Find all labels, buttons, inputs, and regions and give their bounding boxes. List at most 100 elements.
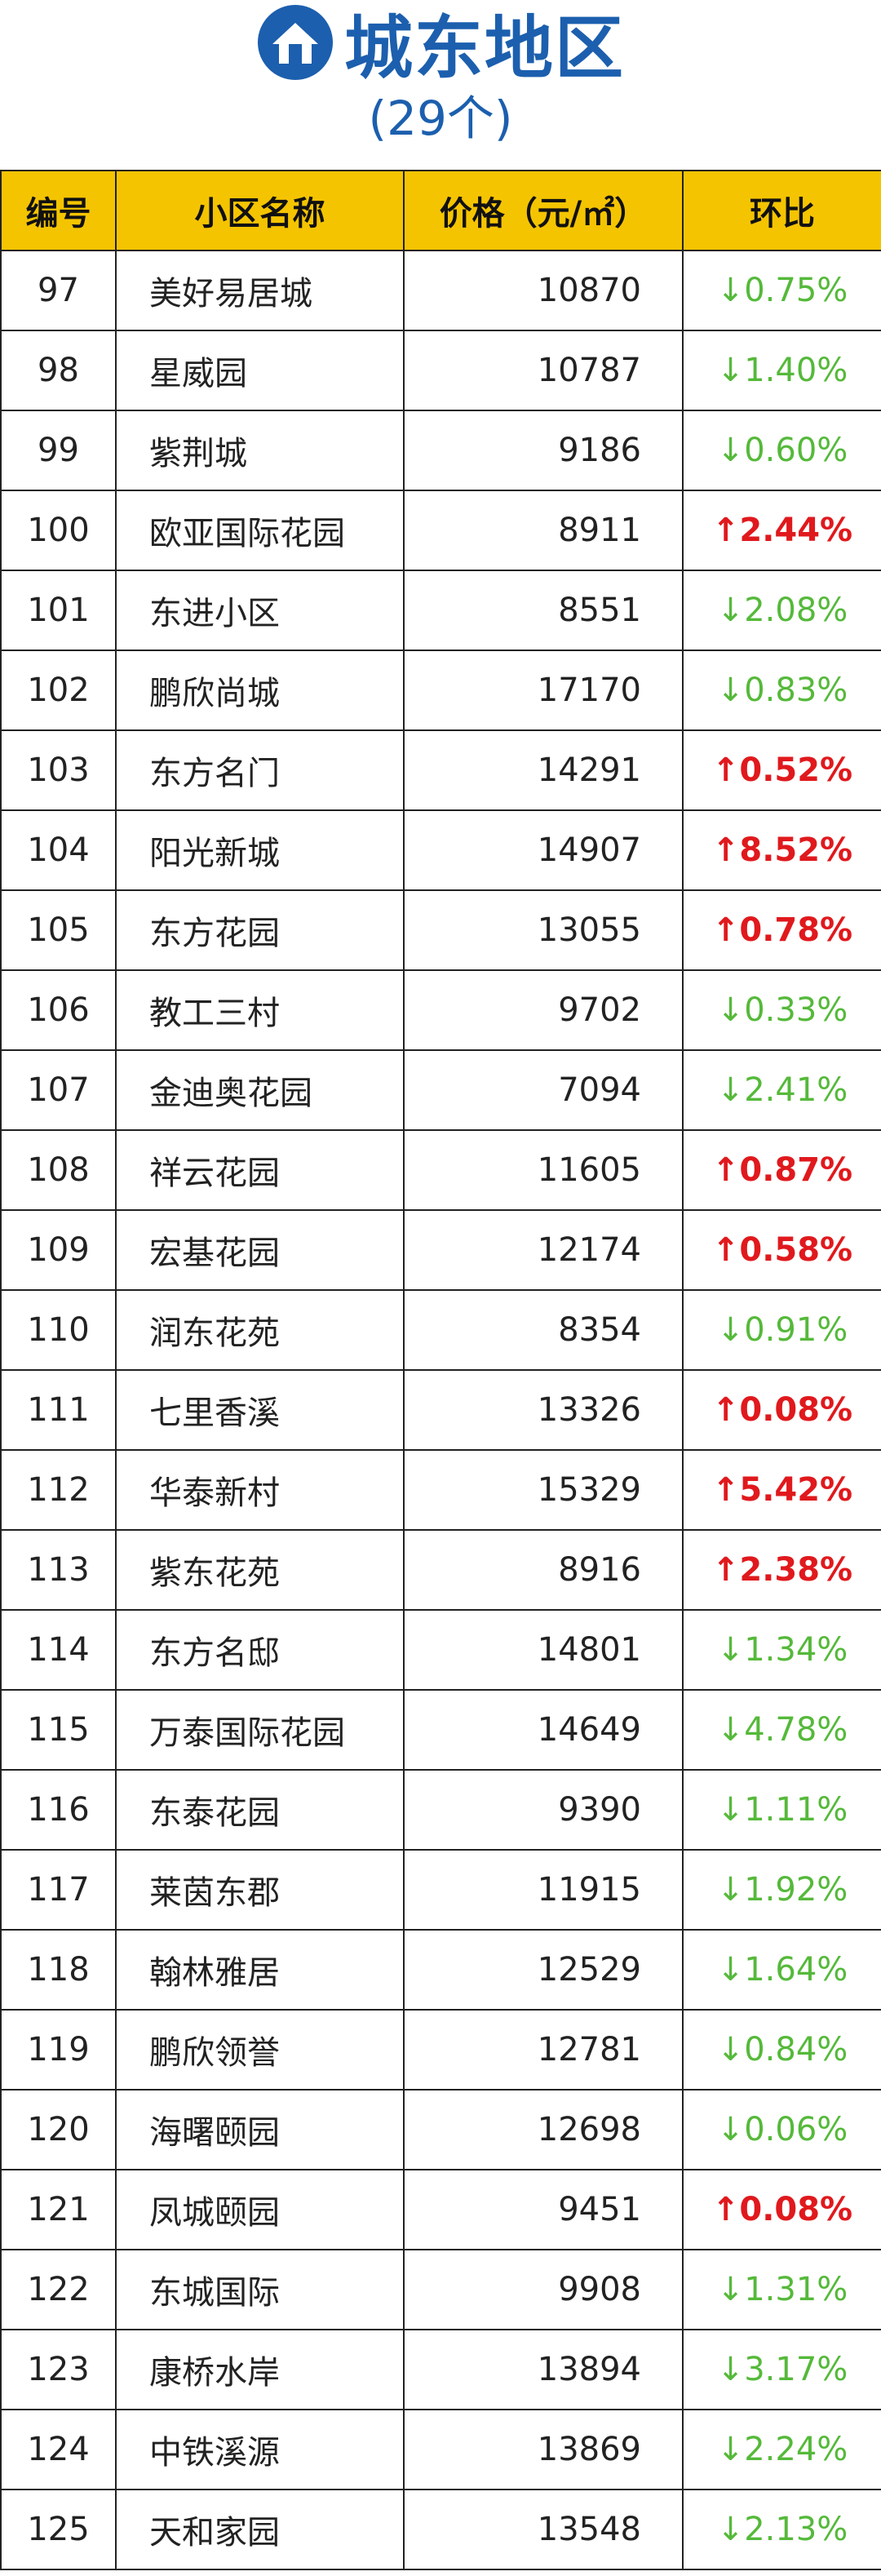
row-number: 121: [0, 2169, 117, 2250]
community-name: 万泰国际花园: [115, 1689, 405, 1771]
table-row: 115 万泰国际花园 14649 ↓4.78%: [0, 1689, 881, 1771]
community-name: 祥云花园: [115, 1129, 405, 1211]
table-row: 106 教工三村 9702 ↓0.33%: [0, 969, 881, 1051]
column-header: 小区名称: [115, 170, 405, 251]
column-header: 环比: [682, 170, 881, 251]
price: 14801: [403, 1609, 684, 1691]
price: 11605: [403, 1129, 684, 1211]
community-name: 莱茵东郡: [115, 1849, 405, 1931]
row-number: 105: [0, 889, 117, 971]
price-table: 编号 小区名称 价格（元/㎡） 环比 97 美好易居城 10870 ↓0.75% 98 星威园 1…: [0, 170, 881, 2570]
table-row: 102 鹏欣尚城 17170 ↓0.83%: [0, 650, 881, 731]
row-number: 99: [0, 410, 117, 491]
community-name: 鹏欣尚城: [115, 650, 405, 731]
table-row: 101 东进小区 8551 ↓2.08%: [0, 570, 881, 651]
table-row: 122 东城国际 9908 ↓1.31%: [0, 2249, 881, 2330]
price: 13055: [403, 889, 684, 971]
community-name: 东泰花园: [115, 1769, 405, 1851]
change: ↑5.42%: [682, 1449, 881, 1531]
change: ↓1.92%: [682, 1849, 881, 1931]
community-name: 教工三村: [115, 969, 405, 1051]
change: ↓0.60%: [682, 410, 881, 491]
community-name: 鹏欣领誉: [115, 2009, 405, 2091]
community-name: 星威园: [115, 330, 405, 411]
row-number: 114: [0, 1609, 117, 1691]
row-number: 108: [0, 1129, 117, 1211]
change: ↓3.17%: [682, 2329, 881, 2410]
change: ↑0.52%: [682, 729, 881, 811]
table-row: 107 金迪奥花园 7094 ↓2.41%: [0, 1049, 881, 1131]
price: 13894: [403, 2329, 684, 2410]
change: ↑0.78%: [682, 889, 881, 971]
community-name: 东城国际: [115, 2249, 405, 2330]
change: ↓0.75%: [682, 250, 881, 331]
community-name: 康桥水岸: [115, 2329, 405, 2410]
row-number: 118: [0, 1929, 117, 2011]
change: ↓1.11%: [682, 1769, 881, 1851]
community-name: 翰林雅居: [115, 1929, 405, 2011]
row-number: 113: [0, 1529, 117, 1611]
row-number: 103: [0, 729, 117, 811]
change: ↑0.08%: [682, 1369, 881, 1451]
header: 城东地区 (29个): [0, 0, 881, 170]
table-row: 104 阳光新城 14907 ↑8.52%: [0, 809, 881, 891]
change: ↓0.33%: [682, 969, 881, 1051]
price: 12174: [403, 1209, 684, 1291]
change: ↑8.52%: [682, 809, 881, 891]
row-number: 109: [0, 1209, 117, 1291]
row-number: 100: [0, 490, 117, 571]
price: 13869: [403, 2409, 684, 2490]
community-name: 东方名门: [115, 729, 405, 811]
title: 城东地区: [343, 7, 625, 88]
table-row: 100 欧亚国际花园 8911 ↑2.44%: [0, 490, 881, 571]
price: 13548: [403, 2489, 684, 2570]
community-name: 东进小区: [115, 570, 405, 651]
column-header: 编号: [0, 170, 117, 251]
row-number: 117: [0, 1849, 117, 1931]
price: 13326: [403, 1369, 684, 1451]
table-row: 123 康桥水岸 13894 ↓3.17%: [0, 2329, 881, 2410]
price: 12529: [403, 1929, 684, 2011]
table-body: 97 美好易居城 10870 ↓0.75% 98 星威园 10787 ↓1.40% 99 紫荆城 9…: [0, 250, 881, 2570]
community-name: 欧亚国际花园: [115, 490, 405, 571]
community-name: 东方花园: [115, 889, 405, 971]
change: ↓0.91%: [682, 1289, 881, 1371]
price: 15329: [403, 1449, 684, 1531]
row-number: 120: [0, 2089, 117, 2170]
community-name: 华泰新村: [115, 1449, 405, 1531]
row-number: 106: [0, 969, 117, 1051]
row-number: 123: [0, 2329, 117, 2410]
change: ↓2.24%: [682, 2409, 881, 2490]
table-row: 111 七里香溪 13326 ↑0.08%: [0, 1369, 881, 1451]
house-icon: [257, 5, 333, 80]
community-name: 中铁溪源: [115, 2409, 405, 2490]
change: ↓0.83%: [682, 650, 881, 731]
row-number: 111: [0, 1369, 117, 1451]
table-row: 113 紫东花苑 8916 ↑2.38%: [0, 1529, 881, 1611]
table-row: 125 天和家园 13548 ↓2.13%: [0, 2489, 881, 2570]
table-row: 124 中铁溪源 13869 ↓2.24%: [0, 2409, 881, 2490]
price: 9451: [403, 2169, 684, 2250]
community-name: 美好易居城: [115, 250, 405, 331]
change: ↑0.87%: [682, 1129, 881, 1211]
table-row: 116 东泰花园 9390 ↓1.11%: [0, 1769, 881, 1851]
table-row: 117 莱茵东郡 11915 ↓1.92%: [0, 1849, 881, 1931]
change: ↓0.06%: [682, 2089, 881, 2170]
row-number: 102: [0, 650, 117, 731]
price: 14907: [403, 809, 684, 891]
row-number: 104: [0, 809, 117, 891]
price: 7094: [403, 1049, 684, 1131]
change: ↓2.13%: [682, 2489, 881, 2570]
price: 8916: [403, 1529, 684, 1611]
price: 12698: [403, 2089, 684, 2170]
community-name: 润东花苑: [115, 1289, 405, 1371]
row-number: 116: [0, 1769, 117, 1851]
table-row: 105 东方花园 13055 ↑0.78%: [0, 889, 881, 971]
price: 10787: [403, 330, 684, 411]
change: ↓1.64%: [682, 1929, 881, 2011]
table-row: 99 紫荆城 9186 ↓0.60%: [0, 410, 881, 491]
row-number: 125: [0, 2489, 117, 2570]
change: ↑0.08%: [682, 2169, 881, 2250]
change: ↑2.44%: [682, 490, 881, 571]
